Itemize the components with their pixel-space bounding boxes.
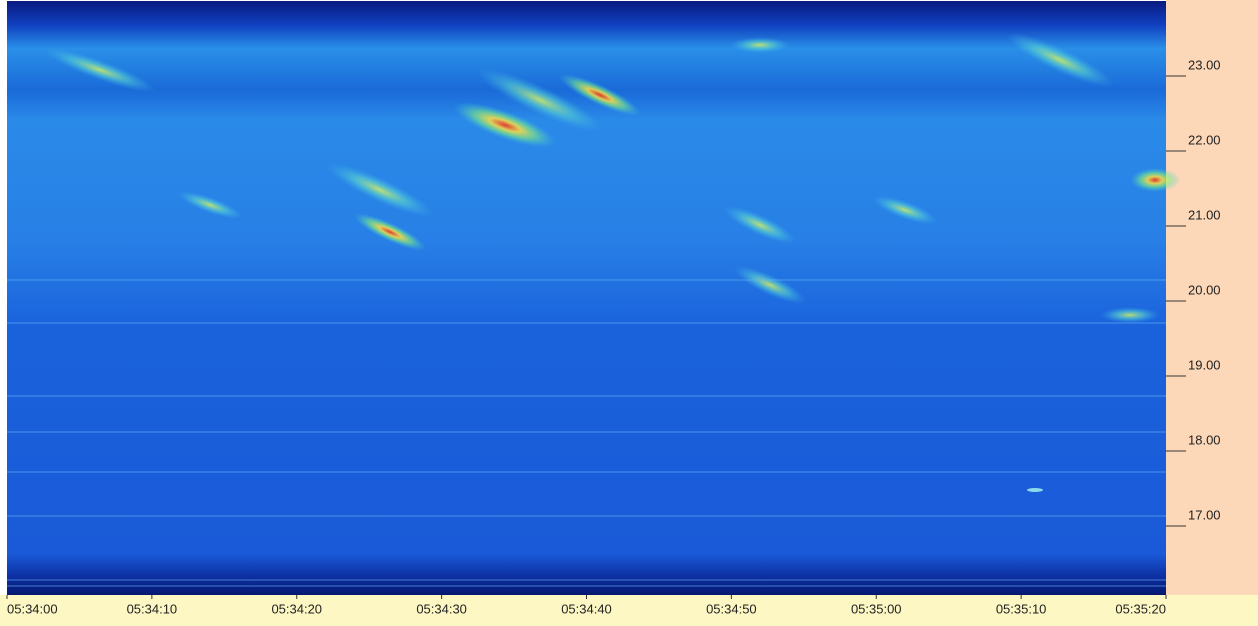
y-tick-label: 22.00: [1188, 132, 1221, 147]
y-tick-label: 23.00: [1188, 57, 1221, 72]
x-axis-panel: [0, 595, 1258, 626]
spectrogram-image: [7, 1, 1180, 595]
y-tick-label: 17.00: [1188, 507, 1221, 522]
x-tick-label: 05:34:20: [271, 601, 322, 616]
y-tick-label: 21.00: [1188, 207, 1221, 222]
x-tick-label: 05:34:30: [416, 601, 467, 616]
bursts: [43, 32, 1180, 492]
x-tick-label: 05:35:10: [996, 601, 1047, 616]
y-axis-panel: [1166, 0, 1258, 626]
x-tick-label: 05:34:00: [7, 601, 58, 616]
x-tick-label: 05:34:40: [561, 601, 612, 616]
x-tick-label: 05:34:50: [706, 601, 757, 616]
y-tick-label: 20.00: [1188, 282, 1221, 297]
x-tick-label: 05:35:00: [851, 601, 902, 616]
y-tick-label: 18.00: [1188, 432, 1221, 447]
axes: 17.00 18.00 19.00 20.00 21.00 22.00 23.00 05:34…: [6, 57, 1221, 616]
interference-lines: [7, 279, 1166, 587]
y-tick-label: 19.00: [1188, 357, 1221, 372]
x-tick-label: 05:35:20: [1115, 601, 1166, 616]
spectrogram-field: [7, 1, 1166, 595]
x-tick-label: 05:34:10: [127, 601, 178, 616]
